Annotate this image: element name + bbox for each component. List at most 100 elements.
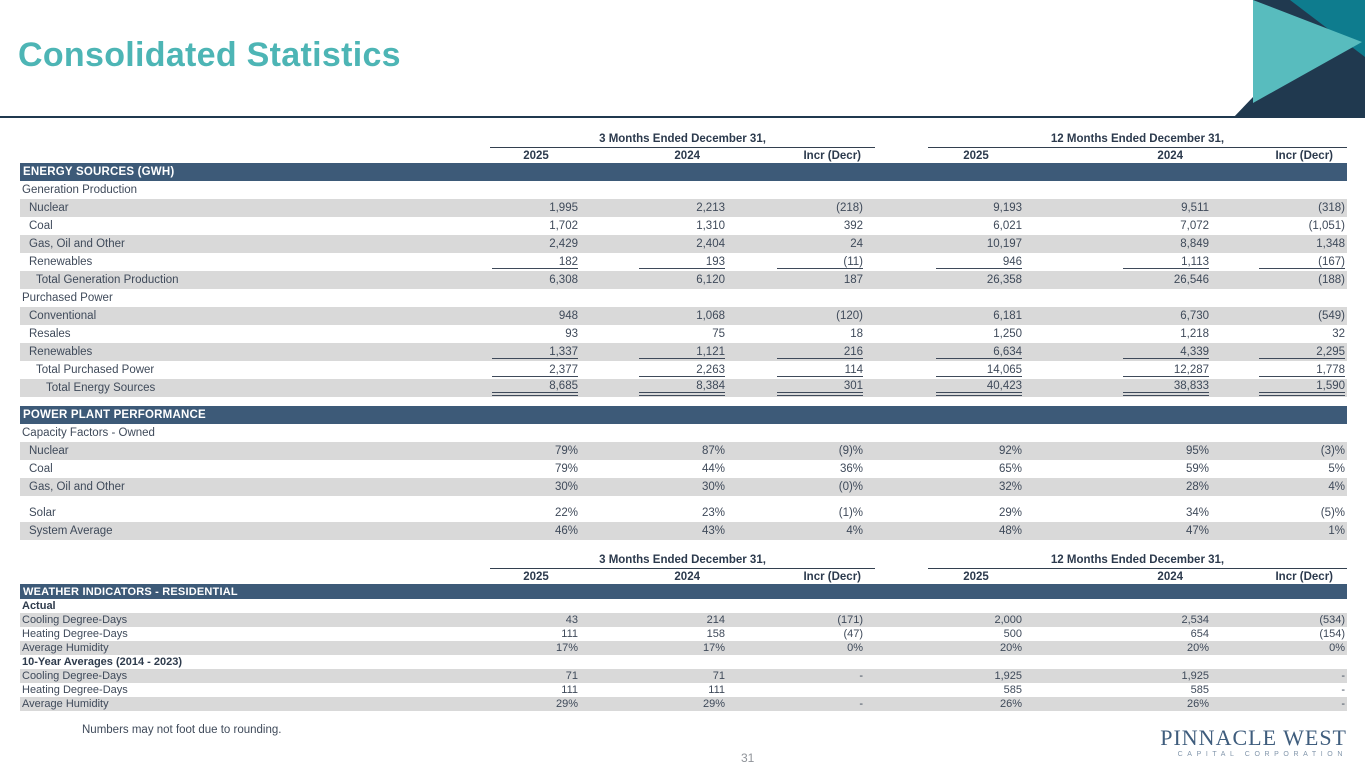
cell-text: 193: [639, 256, 725, 269]
column-gap: [875, 289, 928, 307]
cell-value: [582, 424, 728, 442]
cell-value: 12,287: [1024, 361, 1211, 379]
cell-text: 6,120: [696, 274, 725, 286]
cell-text: 20%: [1186, 642, 1210, 654]
cell-value: 23%: [582, 504, 728, 522]
cell-text: 0%: [1329, 642, 1346, 654]
cell-text: (5)%: [1320, 507, 1346, 519]
cell-value: [490, 181, 582, 199]
column-gap: [875, 199, 928, 217]
cell-value: 30%: [490, 478, 582, 496]
cell-value: 8,849: [1024, 235, 1211, 253]
table-row: Average Humidity 17% 17% 0% 20% 20% 0%: [20, 641, 1348, 655]
cell-value: [728, 683, 875, 697]
cell-value: [1211, 181, 1347, 199]
cell-value: 392: [728, 217, 875, 235]
cell-value: (318): [1211, 199, 1347, 217]
cell-text: 40,423: [936, 380, 1023, 396]
cell-text: 2,377: [492, 364, 578, 377]
cell-value: 32%: [928, 478, 1024, 496]
cell-text: 30%: [701, 481, 725, 493]
cell-text: 24: [850, 238, 864, 250]
table-row: Heating Degree-Days 111 158 (47) 500 654 (154): [20, 627, 1347, 641]
cell-text: 32: [1332, 328, 1346, 340]
cell-value: -: [728, 669, 875, 683]
header-spacer: [20, 131, 490, 148]
cell-text: 301: [777, 380, 864, 396]
cell-text: 29%: [702, 698, 725, 710]
cell-value: 585: [928, 683, 1024, 697]
cell-value: 1,702: [490, 217, 582, 235]
cell-value: (11): [728, 253, 875, 271]
cell-value: [582, 181, 728, 199]
row-label: Cooling Degree-Days: [22, 614, 128, 626]
cell-text: 2,534: [1181, 614, 1210, 626]
cell-value: [1024, 289, 1211, 307]
table-row: WEATHER INDICATORS - RESIDENTIAL: [20, 584, 1348, 599]
column-gap: [875, 599, 928, 613]
cell-value: 7,072: [1024, 217, 1211, 235]
cell-text: (171): [837, 614, 864, 626]
header-gap: [875, 569, 928, 585]
column-header: 2025: [963, 570, 989, 583]
cell-text: (47): [843, 628, 864, 640]
cell-text: 10,197: [986, 238, 1023, 250]
cell-text: 38,833: [1123, 380, 1210, 396]
cell-text: 214: [706, 614, 725, 626]
cell-text: 29%: [998, 507, 1023, 519]
column-gap: [875, 478, 928, 496]
row-label: Actual: [22, 600, 56, 612]
cell-text: 1%: [1328, 525, 1346, 537]
cell-value: [928, 289, 1024, 307]
cell-value: [490, 424, 582, 442]
cell-value: [928, 599, 1024, 613]
cell-text: 18: [850, 328, 864, 340]
logo-name-text: PINNACLE WEST: [1160, 725, 1347, 750]
column-header: Incr (Decr): [803, 149, 862, 162]
cell-text: 1,348: [1316, 238, 1346, 250]
cell-text: 500: [1003, 628, 1023, 640]
cell-value: 17%: [490, 641, 582, 655]
column-gap: [875, 424, 928, 442]
row-label: Gas, Oil and Other: [29, 481, 125, 493]
cell-value: 0%: [1211, 641, 1347, 655]
cell-text: 12,287: [1123, 364, 1210, 377]
cell-value: 20%: [1024, 641, 1211, 655]
cell-value: (167): [1211, 253, 1347, 271]
cell-value: 48%: [928, 522, 1024, 540]
cell-value: [1211, 289, 1347, 307]
cell-value: 6,120: [582, 271, 728, 289]
cell-text: 17%: [555, 642, 578, 654]
cell-value: 1,778: [1211, 361, 1347, 379]
column-gap: [875, 325, 928, 343]
cell-value: -: [1211, 697, 1347, 711]
cell-value: 585: [1024, 683, 1211, 697]
cell-text: (120): [836, 310, 864, 322]
cell-value: [1211, 599, 1347, 613]
cell-value: 946: [928, 253, 1024, 271]
cell-text: 4,339: [1123, 346, 1210, 359]
cell-text: 5%: [1328, 463, 1346, 475]
column-gap: [875, 669, 928, 683]
cell-value: 6,730: [1024, 307, 1211, 325]
cell-text: 71: [565, 670, 578, 682]
cell-text: 43: [565, 614, 578, 626]
cell-text: 6,181: [993, 310, 1023, 322]
cell-text: 2,000: [994, 614, 1023, 626]
table-row: Renewables 1,337 1,121 216 6,634 4,339 2,295: [20, 343, 1348, 361]
column-header: Incr (Decr): [1275, 570, 1334, 583]
cell-text: 187: [843, 274, 864, 286]
cell-value: 26,358: [928, 271, 1024, 289]
cell-value: [728, 181, 875, 199]
row-label: System Average: [29, 525, 113, 537]
period-group-header: 3 Months Ended December 31,: [490, 131, 876, 148]
column-gap: [875, 181, 928, 199]
cell-value: 1,250: [928, 325, 1024, 343]
cell-value: 24: [728, 235, 875, 253]
cell-text: 43%: [701, 525, 725, 537]
table-row: 10-Year Averages (2014 - 2023): [20, 655, 1347, 669]
row-label: Conventional: [29, 310, 97, 322]
cell-value: 2,263: [582, 361, 728, 379]
cell-text: 6,308: [549, 274, 578, 286]
cell-value: (154): [1211, 627, 1347, 641]
